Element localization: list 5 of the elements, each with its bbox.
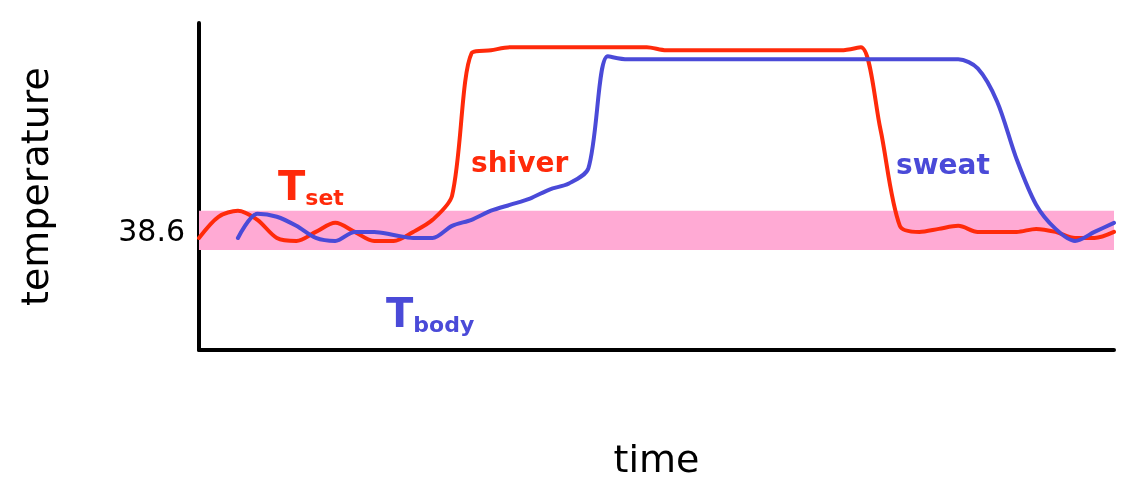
annotation: shiver	[471, 145, 569, 179]
y-axis-title: temperature	[13, 67, 57, 306]
x-axis-title: time	[613, 437, 700, 481]
band-label: 38.6	[118, 212, 185, 248]
annotation: sweat	[896, 147, 990, 181]
